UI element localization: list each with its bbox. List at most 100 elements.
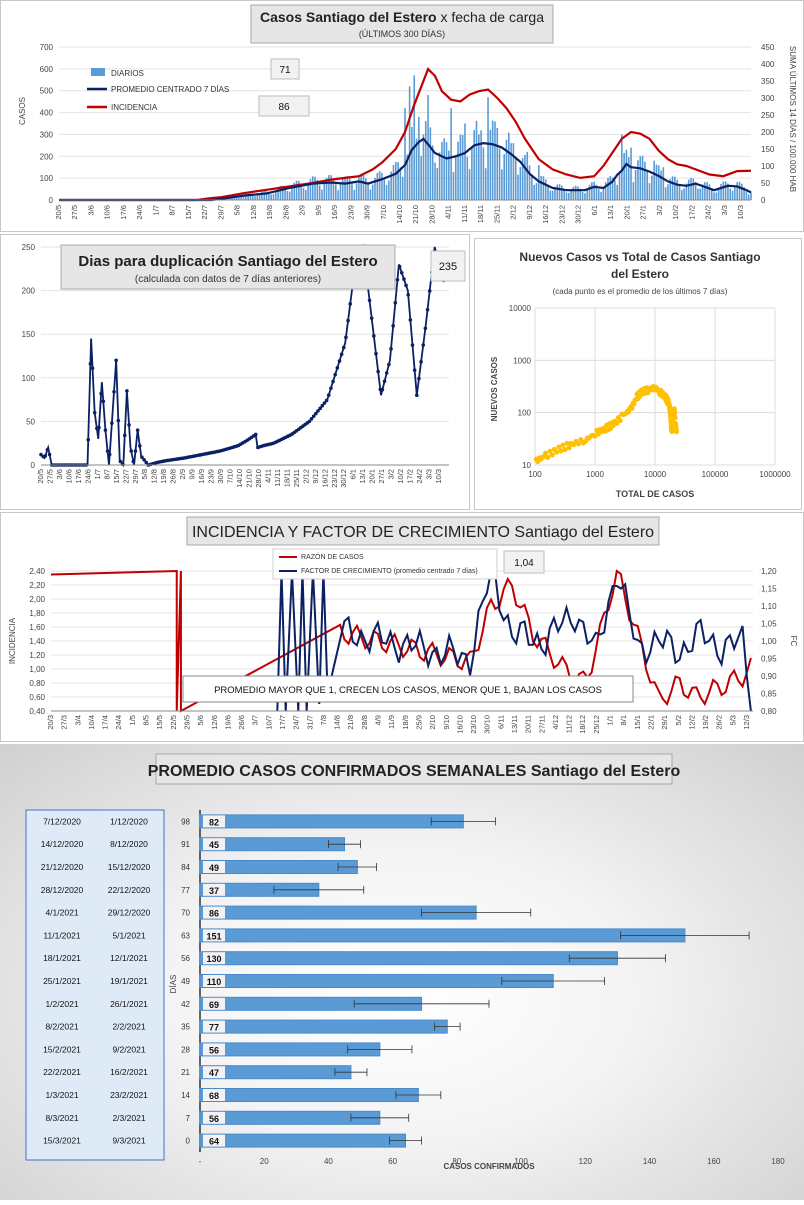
- date-end: 1/3/2021: [45, 1090, 78, 1100]
- x-tick-label: 5/8: [233, 205, 242, 215]
- dias-label: 42: [181, 1000, 190, 1009]
- x-tick-label: 16/12: [541, 205, 550, 224]
- x-tick-label: 11/11: [273, 469, 282, 487]
- dias-label: 63: [181, 931, 190, 940]
- bar-diarios: [623, 153, 625, 200]
- date-end: 14/12/2020: [41, 839, 84, 849]
- x-tick-label: 3/4: [73, 715, 82, 725]
- point-dias-duplicacion: [426, 308, 430, 312]
- y-tick-label: 100: [518, 409, 532, 418]
- x-tick-label: 15/5: [155, 715, 164, 730]
- bar-diarios: [589, 185, 591, 200]
- bar-diarios: [400, 167, 402, 200]
- chart-title: INCIDENCIA Y FACTOR DE CRECIMIENTO Santi…: [192, 524, 654, 541]
- bar-promedio: [200, 1020, 447, 1033]
- bar-diarios: [679, 184, 681, 200]
- y-left-tick-label: 0,60: [29, 693, 45, 702]
- bar-diarios: [257, 195, 259, 200]
- bar-diarios: [356, 183, 358, 200]
- x-tick-label: 30/12: [339, 469, 348, 488]
- bar-promedio: [200, 815, 463, 828]
- scatter-point: [567, 445, 572, 450]
- bar-diarios: [270, 194, 272, 200]
- bar-diarios: [439, 152, 441, 200]
- x-tick-label: 17/6: [74, 469, 83, 484]
- point-dias-duplicacion: [424, 326, 428, 330]
- x-tick-label: 27/1: [639, 205, 648, 220]
- bar-diarios: [321, 190, 323, 200]
- bar-diarios: [663, 167, 665, 200]
- bar-diarios: [323, 183, 325, 200]
- bar-diarios: [418, 117, 420, 200]
- bar-diarios: [582, 192, 584, 200]
- x-tick-label: 3/3: [425, 469, 434, 479]
- point-dias-duplicacion: [117, 419, 121, 423]
- bar-diarios: [681, 190, 683, 200]
- x-tick-label: 29/1: [660, 715, 669, 730]
- bar-diarios: [434, 163, 436, 200]
- legend-swatch-diarios: [91, 68, 105, 76]
- bar-promedio: [200, 929, 685, 942]
- bar-diarios: [683, 188, 685, 200]
- bar-diarios: [720, 184, 722, 200]
- panel-nuevos-vs-total: Nuevos Casos vs Total de Casos Santiago …: [474, 238, 802, 510]
- bar-diarios: [436, 168, 438, 200]
- bar-diarios: [635, 170, 637, 200]
- value-latest: 235: [439, 261, 457, 273]
- y-right-tick-label: 0: [761, 196, 766, 205]
- point-dias-duplicacion: [389, 347, 393, 351]
- bar-diarios: [644, 162, 646, 200]
- bar-diarios: [353, 190, 355, 200]
- x-tick-label: 23/10: [469, 715, 478, 734]
- bar-diarios: [307, 184, 309, 200]
- bar-diarios: [716, 192, 718, 200]
- x-tick-label: 15/7: [112, 469, 121, 484]
- x-tick-label: 15/7: [184, 205, 193, 220]
- x-tick-label: 16/9: [197, 469, 206, 484]
- date-start: 12/1/2021: [110, 953, 148, 963]
- x-tick-label: 19/8: [159, 469, 168, 484]
- x-tick-label: 27/11: [537, 715, 546, 733]
- dias-label: 56: [181, 954, 190, 963]
- x-tick-label: 2/9: [178, 469, 187, 479]
- y-right-tick-label: 400: [761, 60, 775, 69]
- x-tick-label: 8/5: [142, 715, 151, 725]
- dias-label: 70: [181, 909, 190, 918]
- x-tick-label: 10/2: [396, 469, 405, 484]
- point-dias-duplicacion: [398, 265, 402, 269]
- x-tick-label: 20/3: [46, 715, 55, 730]
- bar-diarios: [543, 176, 545, 200]
- chart-incidencia-factor: 2,402,202,001,801,601,401,201,000,800,60…: [1, 513, 803, 741]
- x-tick-label: 11/9: [387, 715, 396, 729]
- date-start: 22/12/2020: [108, 885, 151, 895]
- point-dias-duplicacion: [391, 324, 395, 328]
- scatter-point: [630, 406, 635, 411]
- bar-diarios: [450, 108, 452, 200]
- y-left-tick-label: 1,00: [29, 665, 45, 674]
- x-tick-label: 10/7: [264, 715, 273, 730]
- bar-diarios: [395, 162, 397, 200]
- x-tick-label: 2/12: [301, 469, 310, 484]
- bar-diarios: [725, 181, 727, 200]
- bar-diarios: [464, 124, 466, 201]
- bar-diarios: [506, 140, 508, 200]
- bars: 8298459149843777867015163130561104969427…: [181, 815, 749, 1147]
- bar-diarios: [312, 176, 314, 200]
- x-tick-label: 140: [643, 1157, 657, 1166]
- point-dias-duplicacion: [344, 336, 348, 340]
- legend-label-diarios: DIARIOS: [111, 69, 144, 78]
- x-tick-label: 22/7: [121, 469, 130, 484]
- x-tick-label: 20/5: [36, 469, 45, 484]
- bar-promedio: [200, 975, 553, 988]
- chart-nuevos-vs-total: Nuevos Casos vs Total de Casos Santiago …: [475, 239, 801, 509]
- bar-diarios: [734, 186, 736, 200]
- bar-value-label: 86: [209, 909, 219, 919]
- y-left-tick-label: 700: [40, 43, 54, 52]
- x-tick-label: 12/8: [249, 205, 258, 220]
- dias-label: 84: [181, 863, 190, 872]
- x-tick-label: 21/8: [346, 715, 355, 730]
- bar-diarios: [411, 127, 413, 200]
